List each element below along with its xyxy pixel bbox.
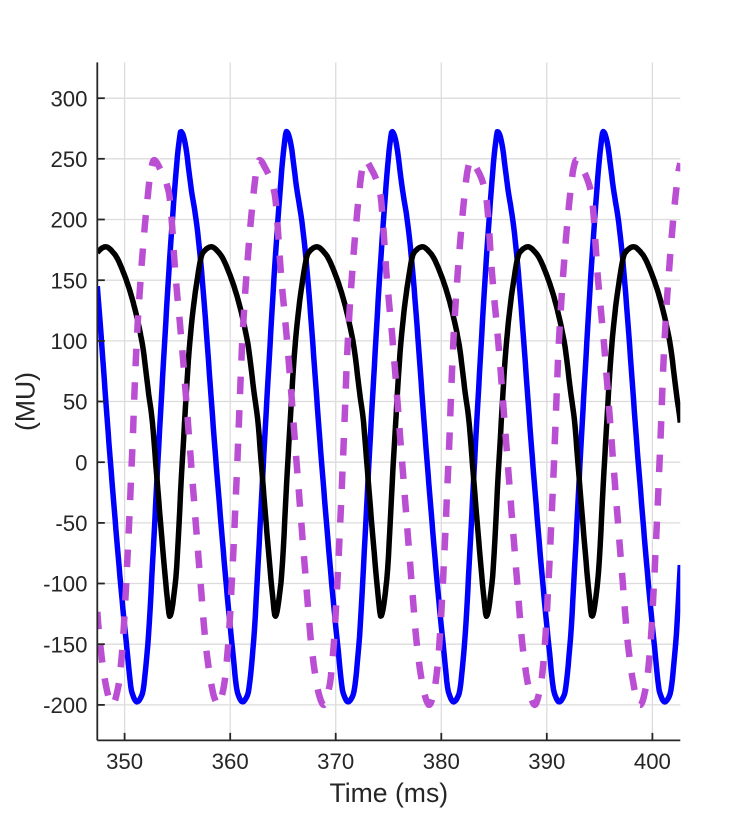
svg-text:100: 100 [50,329,87,354]
svg-text:0: 0 [75,450,87,475]
svg-text:-200: -200 [43,693,87,718]
svg-text:250: 250 [50,147,87,172]
svg-text:150: 150 [50,268,87,293]
svg-text:300: 300 [50,86,87,111]
svg-text:200: 200 [50,208,87,233]
svg-text:Time (ms): Time (ms) [329,778,448,808]
svg-text:50: 50 [63,390,88,415]
svg-text:360: 360 [212,749,249,774]
svg-text:400: 400 [634,749,671,774]
svg-text:(MU): (MU) [11,372,41,431]
svg-text:-50: -50 [55,511,87,536]
svg-text:390: 390 [528,749,565,774]
svg-text:-150: -150 [43,632,87,657]
svg-text:-100: -100 [43,572,87,597]
svg-text:350: 350 [106,749,143,774]
svg-text:370: 370 [317,749,354,774]
svg-text:380: 380 [423,749,460,774]
